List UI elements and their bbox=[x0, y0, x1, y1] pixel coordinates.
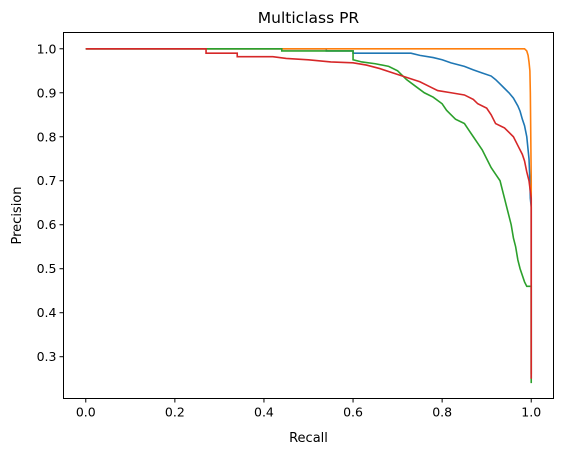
plot-frame bbox=[63, 32, 554, 399]
y-axis: 0.3 0.4 0.5 0.6 0.7 0.8 0.9 1.0 bbox=[37, 41, 64, 364]
x-axis-label: Recall bbox=[289, 431, 328, 446]
x-tick-label: 0.4 bbox=[254, 405, 274, 420]
y-axis-label: Precision bbox=[10, 186, 25, 244]
x-tick-label: 0.6 bbox=[343, 405, 363, 420]
y-tick-label: 0.5 bbox=[37, 261, 57, 276]
y-tick-label: 0.6 bbox=[37, 217, 57, 232]
y-tick-label: 0.4 bbox=[37, 305, 57, 320]
y-tick-label: 0.9 bbox=[37, 85, 57, 100]
y-tick-label: 0.7 bbox=[37, 173, 57, 188]
y-tick-label: 1.0 bbox=[37, 41, 57, 56]
pr-curve-2 bbox=[85, 47, 533, 375]
x-tick-label: 0.2 bbox=[165, 405, 185, 420]
x-tick-label: 1.0 bbox=[521, 405, 541, 420]
x-tick-label: 0.8 bbox=[432, 405, 452, 420]
x-axis: 0.0 0.2 0.4 0.6 0.8 1.0 bbox=[76, 398, 541, 420]
x-tick-label: 0.0 bbox=[76, 405, 96, 420]
pr-curve-1 bbox=[85, 47, 533, 379]
y-tick-label: 0.8 bbox=[37, 129, 57, 144]
pr-curve-4 bbox=[85, 47, 533, 379]
chart-title: Multiclass PR bbox=[258, 9, 360, 27]
y-tick-label: 0.3 bbox=[37, 349, 57, 364]
curves-layer bbox=[85, 47, 533, 384]
pr-curve-3 bbox=[85, 47, 533, 384]
